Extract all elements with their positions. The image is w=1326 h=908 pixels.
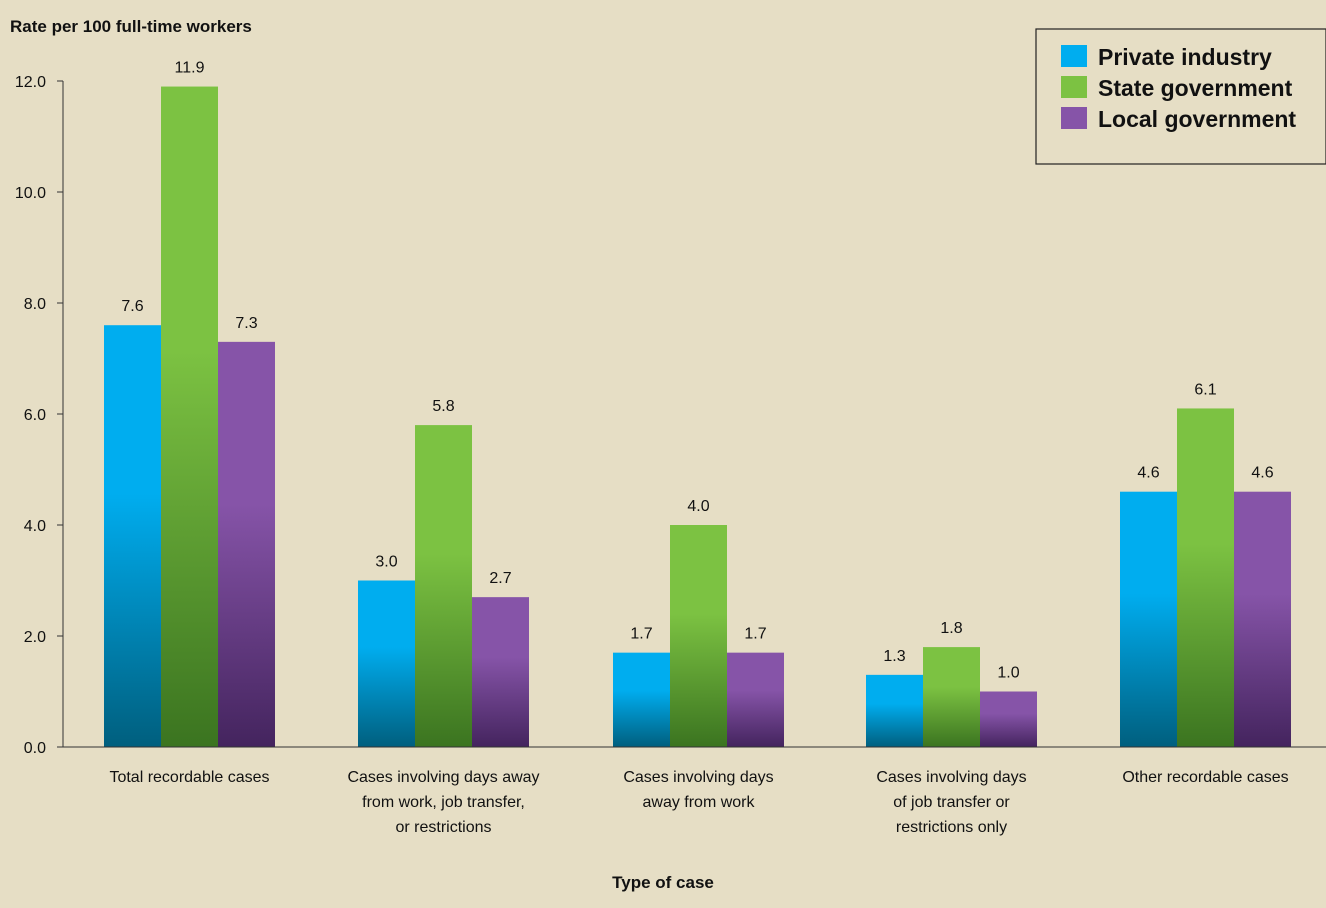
data-label: 2.7 (489, 570, 511, 587)
data-label: 3.0 (375, 554, 397, 571)
x-axis-label: Type of case (612, 873, 714, 892)
legend-swatch (1061, 76, 1087, 98)
data-label: 4.6 (1251, 465, 1273, 482)
bar-private-industry (613, 652, 670, 747)
bar-state-government (670, 525, 727, 747)
legend-label: Local government (1098, 106, 1296, 132)
data-label: 7.3 (235, 315, 257, 332)
category-label: away from work (642, 794, 755, 811)
y-tick-label: 6.0 (24, 407, 46, 424)
data-label: 1.8 (940, 620, 962, 637)
y-tick-label: 0.0 (24, 740, 46, 757)
category-label: restrictions only (896, 819, 1007, 836)
bar-private-industry (358, 580, 415, 747)
y-tick-label: 4.0 (24, 518, 46, 535)
bars (104, 86, 1291, 748)
legend-box (1035, 28, 1326, 165)
bar-local-government (472, 597, 529, 747)
y-tick-label: 8.0 (24, 296, 46, 313)
legend-swatch (1061, 107, 1087, 129)
data-labels: 7.6 11.9 7.3 3.0 5.8 2.7 1.7 4.0 1.7 1.3 1.8 1.0 4.6… (121, 60, 1273, 682)
category-label: Other recordable cases (1122, 769, 1288, 786)
category-label: Total recordable cases (109, 769, 269, 786)
bar-state-government (923, 647, 980, 747)
legend-swatch (1061, 45, 1087, 67)
legend-label: Private industry (1098, 44, 1272, 70)
bar-private-industry (866, 674, 923, 747)
category-label: or restrictions (395, 819, 491, 836)
y-tick-label: 2.0 (24, 629, 46, 646)
x-axis-categories: Total recordable cases Cases involving da… (109, 769, 1288, 836)
legend-label: State government (1098, 75, 1293, 101)
data-label: 1.7 (630, 626, 652, 643)
y-tick-label: 10.0 (15, 185, 46, 202)
bar-private-industry (104, 325, 161, 747)
category-label: Cases involving days (623, 769, 773, 786)
bar-local-government (980, 691, 1037, 747)
category-label: Cases involving days (876, 769, 1026, 786)
bar-state-government (415, 425, 472, 747)
bar-local-government (218, 341, 275, 747)
data-label: 11.9 (175, 60, 205, 77)
category-label: from work, job transfer, (362, 794, 525, 811)
category-label: Cases involving days away (347, 769, 539, 786)
bar-local-government (727, 652, 784, 747)
bar-local-government (1234, 491, 1291, 747)
data-label: 7.6 (121, 298, 143, 315)
category-label: of job transfer or (893, 794, 1010, 811)
bar-state-government (161, 86, 218, 748)
data-label: 1.3 (883, 648, 905, 665)
bar-state-government (1177, 408, 1234, 747)
data-label: 6.1 (1194, 381, 1216, 398)
data-label: 5.8 (432, 398, 454, 415)
y-axis-label: Rate per 100 full-time workers (10, 17, 252, 36)
bar-private-industry (1120, 491, 1177, 747)
y-tick-label: 12.0 (15, 74, 46, 91)
data-label: 4.0 (687, 498, 709, 515)
legend: Private industry State government Local go… (1035, 28, 1326, 165)
data-label: 1.0 (997, 665, 1019, 682)
data-label: 4.6 (1137, 465, 1159, 482)
y-axis-ticks: 0.0 2.0 4.0 6.0 8.0 10.0 12.0 (15, 74, 63, 757)
data-label: 1.7 (744, 626, 766, 643)
